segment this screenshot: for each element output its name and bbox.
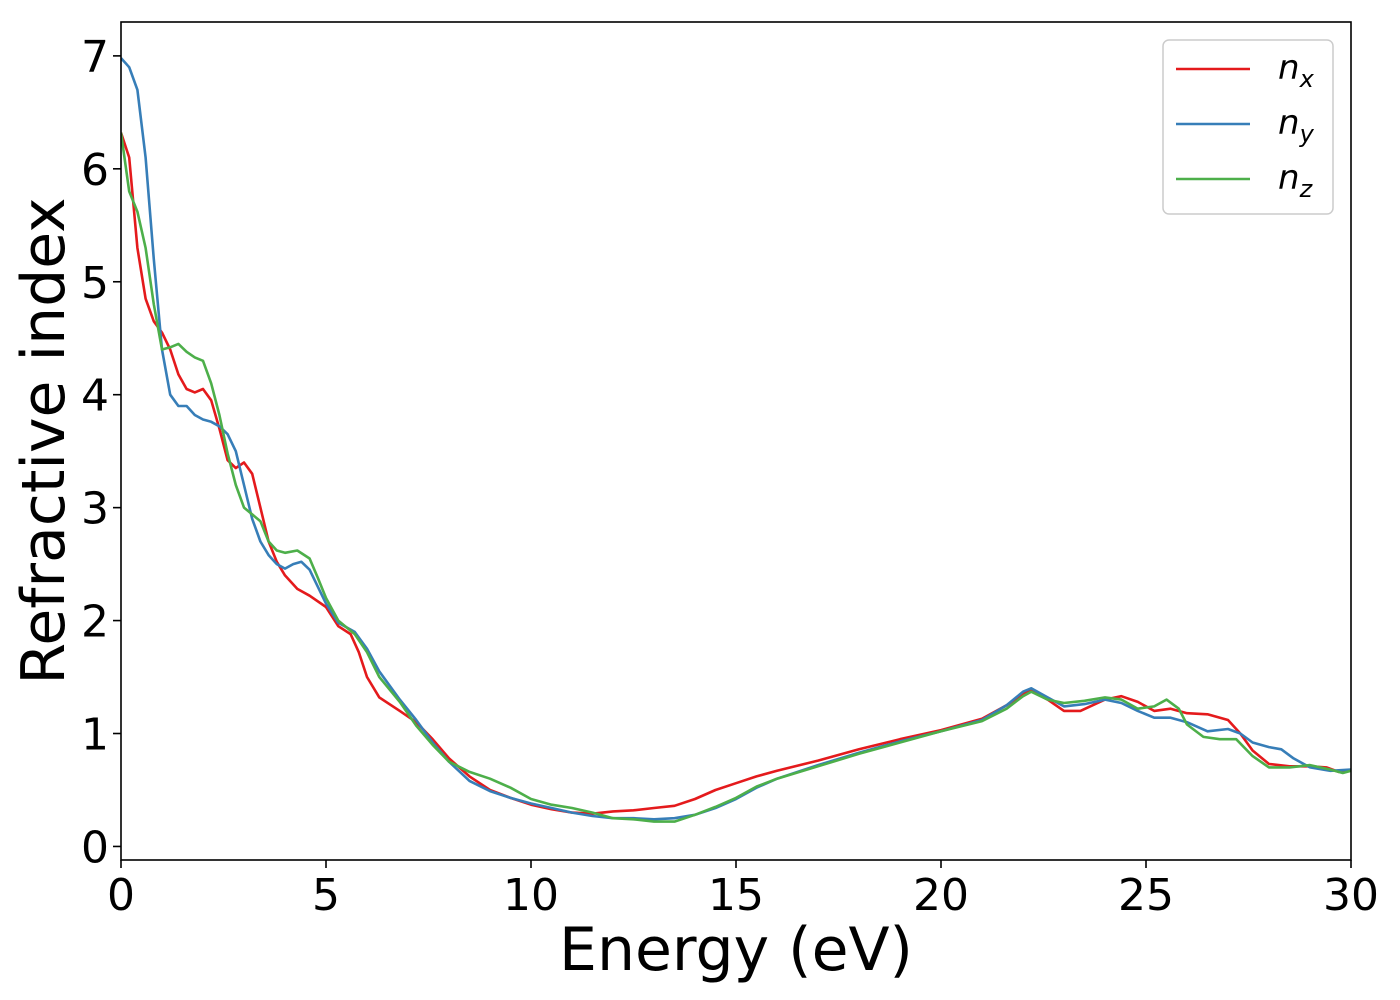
x-tick-label: 0 (107, 870, 135, 921)
x-axis-label: Energy (eV) (559, 915, 913, 985)
x-tick-label: 20 (913, 870, 969, 921)
legend: nx ny nz (1162, 39, 1334, 215)
legend-label-n_y: ny (1278, 103, 1315, 148)
legend-label-n_z: nz (1278, 158, 1314, 203)
y-tick-label: 3 (81, 484, 109, 535)
series-line-n_z (121, 132, 1351, 823)
legend-label-n_x: nx (1278, 48, 1315, 93)
x-tick-label: 10 (503, 870, 559, 921)
x-tick-label: 30 (1323, 870, 1379, 921)
x-tick-label: 25 (1118, 870, 1174, 921)
series-line-n_y (121, 57, 1351, 821)
series-layer (121, 57, 1351, 823)
y-axis: 0 1 2 3 4 5 6 7 (81, 32, 121, 873)
series-line-n_x (121, 132, 1351, 815)
x-tick-label: 5 (312, 870, 340, 921)
y-tick-label: 1 (81, 710, 109, 761)
y-tick-label: 0 (81, 822, 109, 873)
legend-box (1162, 39, 1334, 215)
y-tick-label: 5 (81, 258, 109, 309)
y-tick-label: 7 (81, 32, 109, 83)
y-tick-label: 6 (81, 145, 109, 196)
y-axis-label: Refractive index (9, 197, 79, 684)
y-tick-label: 2 (81, 597, 109, 648)
y-tick-label: 4 (81, 371, 109, 422)
x-axis: 0 5 10 15 20 25 30 (107, 860, 1379, 921)
x-tick-label: 15 (708, 870, 764, 921)
